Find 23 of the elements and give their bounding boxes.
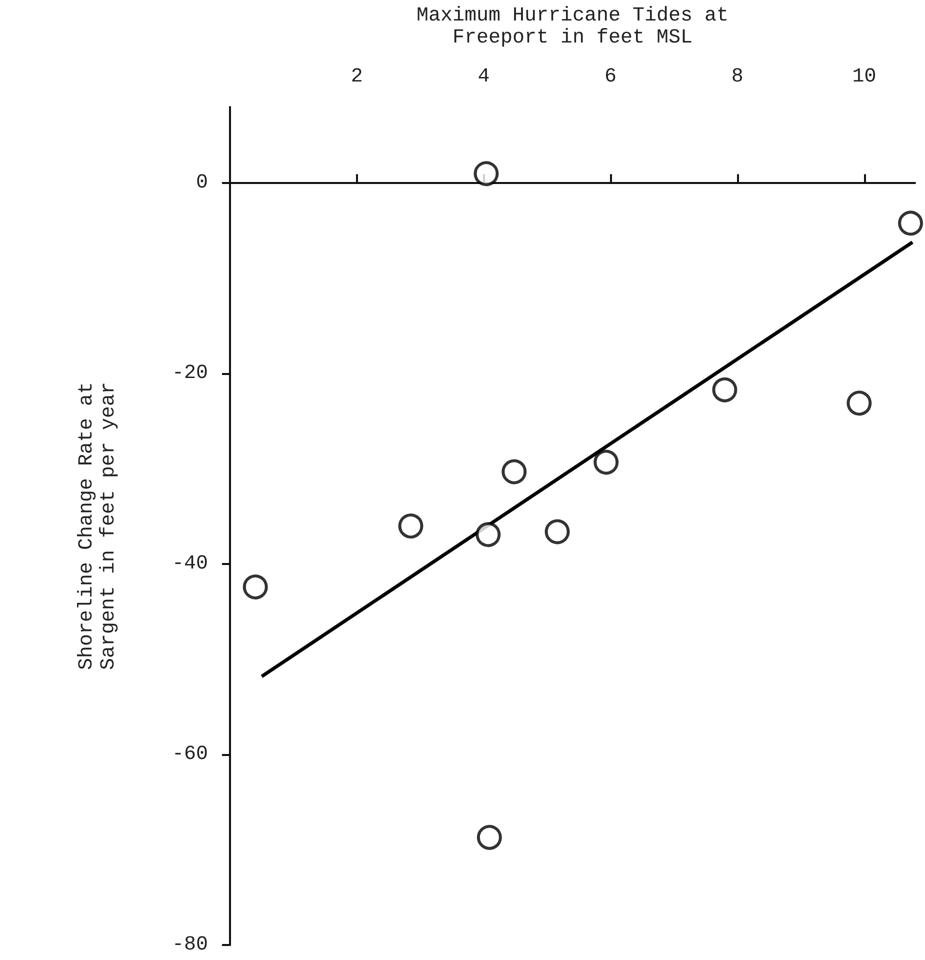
y-tick-label: -60	[172, 743, 208, 766]
point	[846, 390, 872, 416]
x-tick-label: 8	[731, 66, 744, 88]
point	[476, 824, 502, 850]
point	[594, 450, 619, 475]
y-tick-label: -40	[172, 552, 208, 576]
point	[898, 210, 924, 236]
y-tick-label: -20	[172, 362, 208, 386]
point	[712, 377, 738, 402]
x-tick-label: 10	[852, 66, 876, 88]
point	[398, 514, 424, 538]
x-tick-label: 4	[478, 66, 490, 88]
point	[476, 522, 501, 548]
x-tick-label: 2	[350, 66, 363, 88]
point	[474, 161, 499, 186]
point	[502, 459, 527, 484]
point	[544, 519, 570, 544]
x-axis-title: Maximum Hurricane Tides at Freeport in feet MSL	[416, 4, 729, 50]
y-tick-label: -80	[172, 934, 208, 956]
point	[242, 574, 268, 600]
x-tick-label: 6	[604, 66, 617, 88]
y-tick-label: 0	[196, 172, 208, 195]
y-axis-title: Shoreline Change Rate at Sargent in feet per year	[76, 382, 120, 670]
